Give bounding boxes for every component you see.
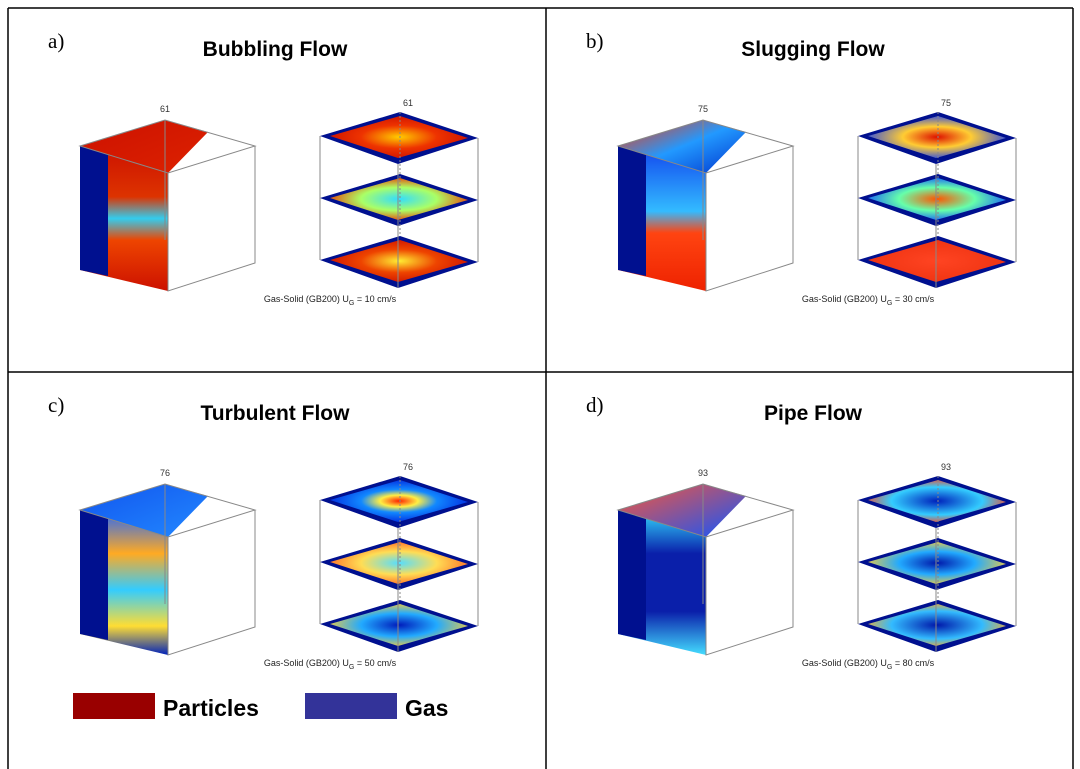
caption-text: Gas-Solid (GB200) U [264,658,349,668]
plane-field [868,480,1006,522]
cube-wire [706,146,793,291]
plane-stack [320,112,478,288]
caption-suffix: = 50 cm/s [354,658,396,668]
panel-label: c) [48,393,64,417]
panel: d) Pipe Flow 93 93 Gas-Solid (GB200) UG = 80… [586,393,1016,671]
plane-field [330,542,468,584]
plane-field [868,116,1006,158]
legend-label: Gas [405,695,448,721]
panel-label: d) [586,393,604,417]
legend-swatch [73,693,155,719]
caption: Gas-Solid (GB200) UG = 80 cm/s [802,658,935,671]
plane-field [330,116,468,158]
volume-render [80,484,255,655]
panel-label: b) [586,29,604,53]
caption-suffix: = 80 cm/s [892,658,934,668]
frame-number: 93 [941,462,951,472]
frame-number: 75 [941,98,951,108]
panel-title: Bubbling Flow [203,38,348,61]
panel-title: Turbulent Flow [201,402,351,425]
plane-stack [320,476,478,652]
caption: Gas-Solid (GB200) UG = 50 cm/s [264,658,397,671]
cube-wire [168,510,255,655]
frame-number: 75 [698,104,708,114]
frame-number: 93 [698,468,708,478]
plane-stack [858,476,1016,652]
caption-text: Gas-Solid (GB200) U [264,294,349,304]
cube-wire [168,146,255,291]
cube-side-strip [618,146,646,276]
panel: c) Turbulent Flow 76 76 Gas-Solid (GB200) UG… [48,393,478,671]
cube-wire [706,510,793,655]
caption-text: Gas-Solid (GB200) U [802,658,887,668]
plane-field [868,542,1006,584]
plane-field [330,240,468,282]
cube-side-strip [80,510,108,640]
frame-number: 76 [403,462,413,472]
panel: a) Bubbling Flow 61 61 Gas-Solid (GB200) UG … [48,29,478,307]
volume-render [618,484,793,655]
frame-number: 76 [160,468,170,478]
caption-suffix: = 10 cm/s [354,294,396,304]
volume-render [80,120,255,291]
figure: a) Bubbling Flow 61 61 Gas-Solid (GB200) UG … [0,0,1080,769]
frame-number: 61 [160,104,170,114]
legend-swatch [305,693,397,719]
panel: b) Slugging Flow 75 75 Gas-Solid (GB200) UG … [586,29,1016,307]
caption: Gas-Solid (GB200) UG = 30 cm/s [802,294,935,307]
volume-render [618,120,793,291]
legend-label: Particles [163,695,259,721]
plane-stack [858,112,1016,288]
panel-title: Pipe Flow [764,402,863,425]
plane-field [330,178,468,220]
plane-field [868,178,1006,220]
plane-field [868,604,1006,646]
legend-item: Gas [305,693,448,721]
panel-label: a) [48,29,64,53]
cube-side-strip [618,510,646,640]
plane-field [868,240,1006,282]
frame-number: 61 [403,98,413,108]
caption-suffix: = 30 cm/s [892,294,934,304]
plane-field [330,480,468,522]
cube-side-strip [80,146,108,276]
caption-text: Gas-Solid (GB200) U [802,294,887,304]
legend-item: Particles [73,693,259,721]
plane-field [330,604,468,646]
caption: Gas-Solid (GB200) UG = 10 cm/s [264,294,397,307]
panel-title: Slugging Flow [741,38,885,61]
